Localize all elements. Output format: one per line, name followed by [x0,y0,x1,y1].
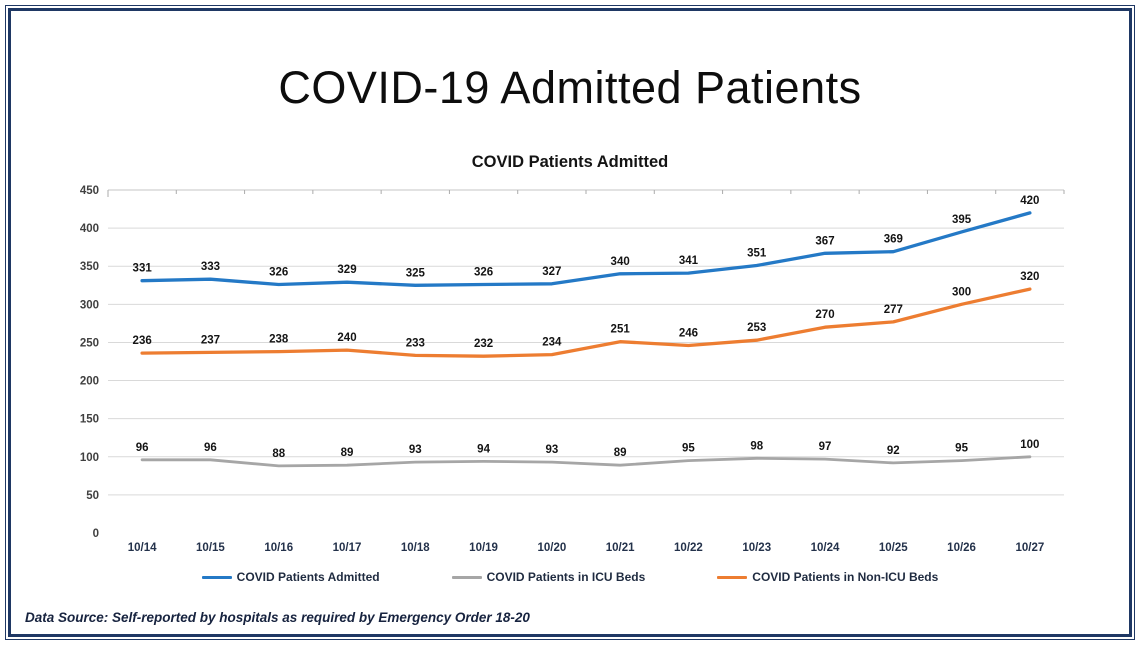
data-label: 233 [406,337,425,349]
data-label: 341 [679,255,699,267]
data-label: 88 [272,448,285,460]
data-label: 326 [269,267,288,279]
y-axis-tick-label: 400 [80,223,99,235]
data-label: 246 [679,327,698,339]
x-axis-tick-label: 10/23 [742,542,771,554]
chart-legend: COVID Patients Admitted COVID Patients in… [0,570,1140,584]
y-axis-tick-label: 300 [80,299,99,311]
data-label: 94 [477,443,490,455]
legend-item-3: COVID Patients in Non-ICU Beds [717,570,938,584]
legend-label: COVID Patients in Non-ICU Beds [752,570,939,584]
x-axis-tick-label: 10/19 [469,542,498,554]
data-label: 89 [614,447,627,459]
y-axis-tick-label: 0 [93,528,99,540]
data-label: 93 [409,444,422,456]
x-axis-tick-label: 10/26 [947,542,976,554]
data-label: 277 [884,304,903,316]
y-axis-tick-label: 250 [80,337,99,349]
legend-item-1: COVID Patients Admitted [201,570,380,584]
data-label: 331 [133,263,153,275]
data-label: 234 [542,337,562,349]
data-label: 237 [201,334,220,346]
data-label: 238 [269,334,289,346]
data-label: 96 [204,442,217,454]
x-axis-tick-label: 10/25 [879,542,908,554]
x-axis-tick-label: 10/24 [811,542,840,554]
y-axis-tick-label: 350 [80,261,99,273]
data-label: 98 [750,440,763,452]
data-label: 240 [337,332,356,344]
data-label: 333 [201,261,220,273]
data-label: 367 [815,235,834,247]
x-axis-tick-label: 10/22 [674,542,703,554]
data-label: 270 [815,309,834,321]
data-label: 320 [1020,271,1039,283]
y-axis-tick-label: 100 [80,452,99,464]
legend-line-swatch-icon [717,575,748,579]
legend-line-swatch-icon [201,575,232,579]
data-label: 89 [341,447,354,459]
x-axis-tick-label: 10/15 [196,542,225,554]
y-axis-tick-label: 450 [80,185,99,197]
data-label: 327 [542,266,561,278]
data-label: 253 [747,322,766,334]
legend-item-2: COVID Patients in ICU Beds [451,570,646,584]
legend-label: COVID Patients in ICU Beds [486,570,646,584]
x-axis-tick-label: 10/20 [537,542,566,554]
x-axis-tick-label: 10/27 [1015,542,1044,554]
data-label: 369 [884,234,903,246]
legend-label: COVID Patients Admitted [236,570,380,584]
data-label: 95 [955,443,968,455]
data-label: 326 [474,267,493,279]
data-label: 100 [1020,439,1039,451]
data-label: 325 [406,267,426,279]
line-series-2 [140,455,1032,468]
data-label: 329 [337,264,356,276]
data-label: 395 [952,214,972,226]
y-axis-tick-label: 150 [80,414,99,426]
x-axis-tick-label: 10/14 [128,542,157,554]
data-label: 95 [682,443,695,455]
data-label: 251 [611,324,631,336]
x-axis-tick-label: 10/16 [264,542,293,554]
y-axis-tick-label: 200 [80,376,99,388]
data-source-note: Data Source: Self-reported by hospitals … [25,610,530,625]
data-label: 340 [611,256,630,268]
data-label: 236 [133,335,152,347]
chart-title: COVID Patients Admitted [471,153,669,171]
data-label: 420 [1020,195,1039,207]
data-label: 96 [136,442,149,454]
x-axis-tick-label: 10/18 [401,542,430,554]
line-series-3 [140,287,1032,358]
legend-line-swatch-icon [451,575,482,579]
data-label: 92 [887,445,900,457]
data-label: 97 [819,441,832,453]
page-title: COVID-19 Admitted Patients [278,62,862,113]
data-label: 93 [545,444,558,456]
data-label: 300 [952,286,971,298]
y-axis-tick-label: 50 [86,490,99,502]
x-axis-tick-label: 10/17 [333,542,362,554]
data-label: 351 [747,247,767,259]
x-axis-tick-label: 10/21 [606,542,635,554]
line-series-1 [140,211,1032,287]
data-label: 232 [474,338,493,350]
